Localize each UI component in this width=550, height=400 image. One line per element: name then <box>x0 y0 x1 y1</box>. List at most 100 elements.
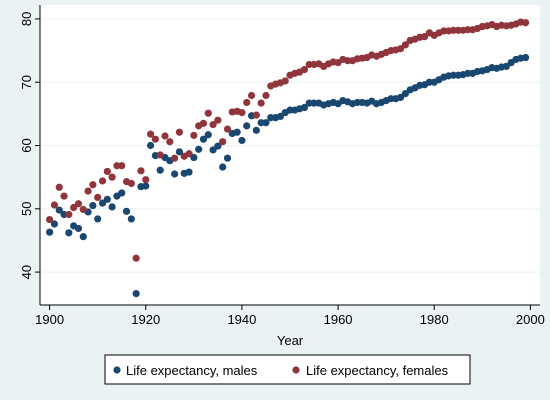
point-females-1942 <box>247 91 256 100</box>
point-males-1973 <box>396 93 405 102</box>
point-females-1930 <box>190 131 198 139</box>
legend-label-males: Life expectancy, males <box>126 363 258 378</box>
y-tick-label: 60 <box>19 138 34 152</box>
x-tick-label: 1960 <box>324 312 353 327</box>
point-females-1907 <box>79 205 87 214</box>
point-females-1902 <box>55 183 63 191</box>
point-females-1936 <box>219 138 227 146</box>
point-males-1912 <box>103 195 111 203</box>
point-females-1900 <box>46 215 54 224</box>
point-males-1935 <box>214 142 222 150</box>
point-males-1933 <box>204 131 212 139</box>
point-females-1933 <box>204 109 212 117</box>
point-females-1906 <box>74 200 83 208</box>
point-males-1907 <box>79 233 87 241</box>
point-males-1926 <box>171 170 179 178</box>
point-males-1901 <box>50 220 59 228</box>
point-females-1999 <box>521 19 530 27</box>
x-tick-label: 2000 <box>516 312 545 327</box>
legend-box <box>104 354 471 385</box>
point-males-1940 <box>238 136 246 145</box>
legend-label-females: Life expectancy, females <box>306 363 449 378</box>
x-tick-label: 1920 <box>131 312 160 327</box>
point-males-1934 <box>209 146 217 154</box>
point-females-1913 <box>108 173 116 181</box>
point-females-1919 <box>137 167 145 175</box>
legend-marker-males <box>113 366 121 374</box>
plot-area <box>40 5 540 305</box>
point-females-1904 <box>65 210 73 219</box>
point-females-1921 <box>146 130 155 138</box>
point-females-1974 <box>401 41 409 49</box>
point-females-1918 <box>132 254 140 262</box>
point-females-1941 <box>243 98 251 107</box>
point-males-1911 <box>98 199 107 207</box>
point-females-1944 <box>257 99 265 107</box>
point-males-1921 <box>146 141 155 150</box>
point-females-1932 <box>199 119 208 127</box>
x-axis-ticks: 1900 1920 1940 1960 1980 2000 <box>35 305 545 327</box>
gridlines <box>40 18 540 273</box>
point-females-1915 <box>118 162 126 170</box>
point-males-1917 <box>127 215 135 223</box>
point-males-1902 <box>55 206 63 214</box>
point-females-1920 <box>142 176 150 184</box>
point-males-1915 <box>118 189 126 197</box>
point-females-1927 <box>175 128 184 136</box>
point-males-1900 <box>46 228 54 236</box>
point-females-1909 <box>89 181 97 189</box>
point-females-1901 <box>50 201 59 209</box>
point-males-1904 <box>65 229 73 237</box>
point-males-1953 <box>300 103 309 112</box>
y-tick-label: 40 <box>19 265 34 279</box>
data-points <box>46 18 530 298</box>
point-males-1936 <box>219 163 227 171</box>
y-axis-ticks: 40 50 60 70 80 <box>19 12 40 279</box>
point-females-1926 <box>171 154 179 162</box>
y-tick-label: 50 <box>19 202 34 216</box>
x-tick-label: 1940 <box>227 312 256 327</box>
point-males-1929 <box>185 168 193 176</box>
point-males-1937 <box>223 154 232 162</box>
point-females-1905 <box>70 203 78 212</box>
point-males-1918 <box>132 290 140 298</box>
point-males-1920 <box>142 182 150 190</box>
point-females-1953 <box>300 65 309 74</box>
point-females-1945 <box>262 91 270 100</box>
point-females-1912 <box>103 167 111 176</box>
x-tick-label: 1980 <box>420 312 449 327</box>
point-males-1906 <box>74 224 83 233</box>
point-females-1911 <box>98 177 107 185</box>
point-females-1934 <box>209 121 217 129</box>
point-males-1948 <box>276 112 284 120</box>
point-males-1909 <box>89 202 97 210</box>
point-males-1943 <box>252 126 260 134</box>
point-females-1929 <box>185 150 193 158</box>
point-males-1945 <box>262 119 270 127</box>
point-females-1903 <box>60 192 68 200</box>
point-females-1943 <box>252 111 260 119</box>
point-females-1917 <box>127 179 135 188</box>
point-females-1949 <box>281 77 289 85</box>
point-males-1923 <box>156 166 164 174</box>
point-females-1910 <box>94 193 102 202</box>
point-males-1927 <box>175 148 184 156</box>
point-females-1978 <box>421 33 429 41</box>
point-females-1935 <box>214 116 222 124</box>
point-males-1910 <box>94 215 102 223</box>
point-females-1925 <box>166 138 174 146</box>
x-tick-label: 1900 <box>35 312 64 327</box>
point-males-1916 <box>122 207 131 215</box>
point-males-1995 <box>502 62 510 70</box>
point-females-1908 <box>84 187 92 195</box>
point-males-1932 <box>199 135 208 143</box>
point-males-1974 <box>401 90 409 98</box>
point-females-1940 <box>238 108 246 117</box>
point-females-1922 <box>151 135 159 143</box>
point-females-1937 <box>223 125 232 133</box>
point-males-1930 <box>190 153 198 162</box>
point-males-1999 <box>521 53 530 62</box>
point-males-1931 <box>195 145 203 153</box>
point-males-1941 <box>243 122 251 130</box>
point-males-1939 <box>233 128 241 136</box>
